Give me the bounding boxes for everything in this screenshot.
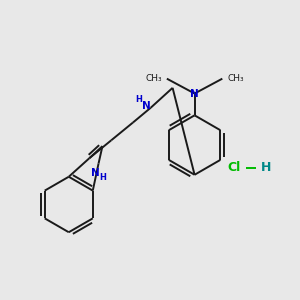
Text: H: H xyxy=(136,95,142,104)
Text: CH₃: CH₃ xyxy=(145,74,162,83)
Text: Cl: Cl xyxy=(228,161,241,174)
Text: N: N xyxy=(91,168,100,178)
Text: H: H xyxy=(261,161,271,174)
Text: CH₃: CH₃ xyxy=(227,74,244,83)
Text: H: H xyxy=(99,173,106,182)
Text: N: N xyxy=(142,101,151,111)
Text: N: N xyxy=(190,88,199,98)
